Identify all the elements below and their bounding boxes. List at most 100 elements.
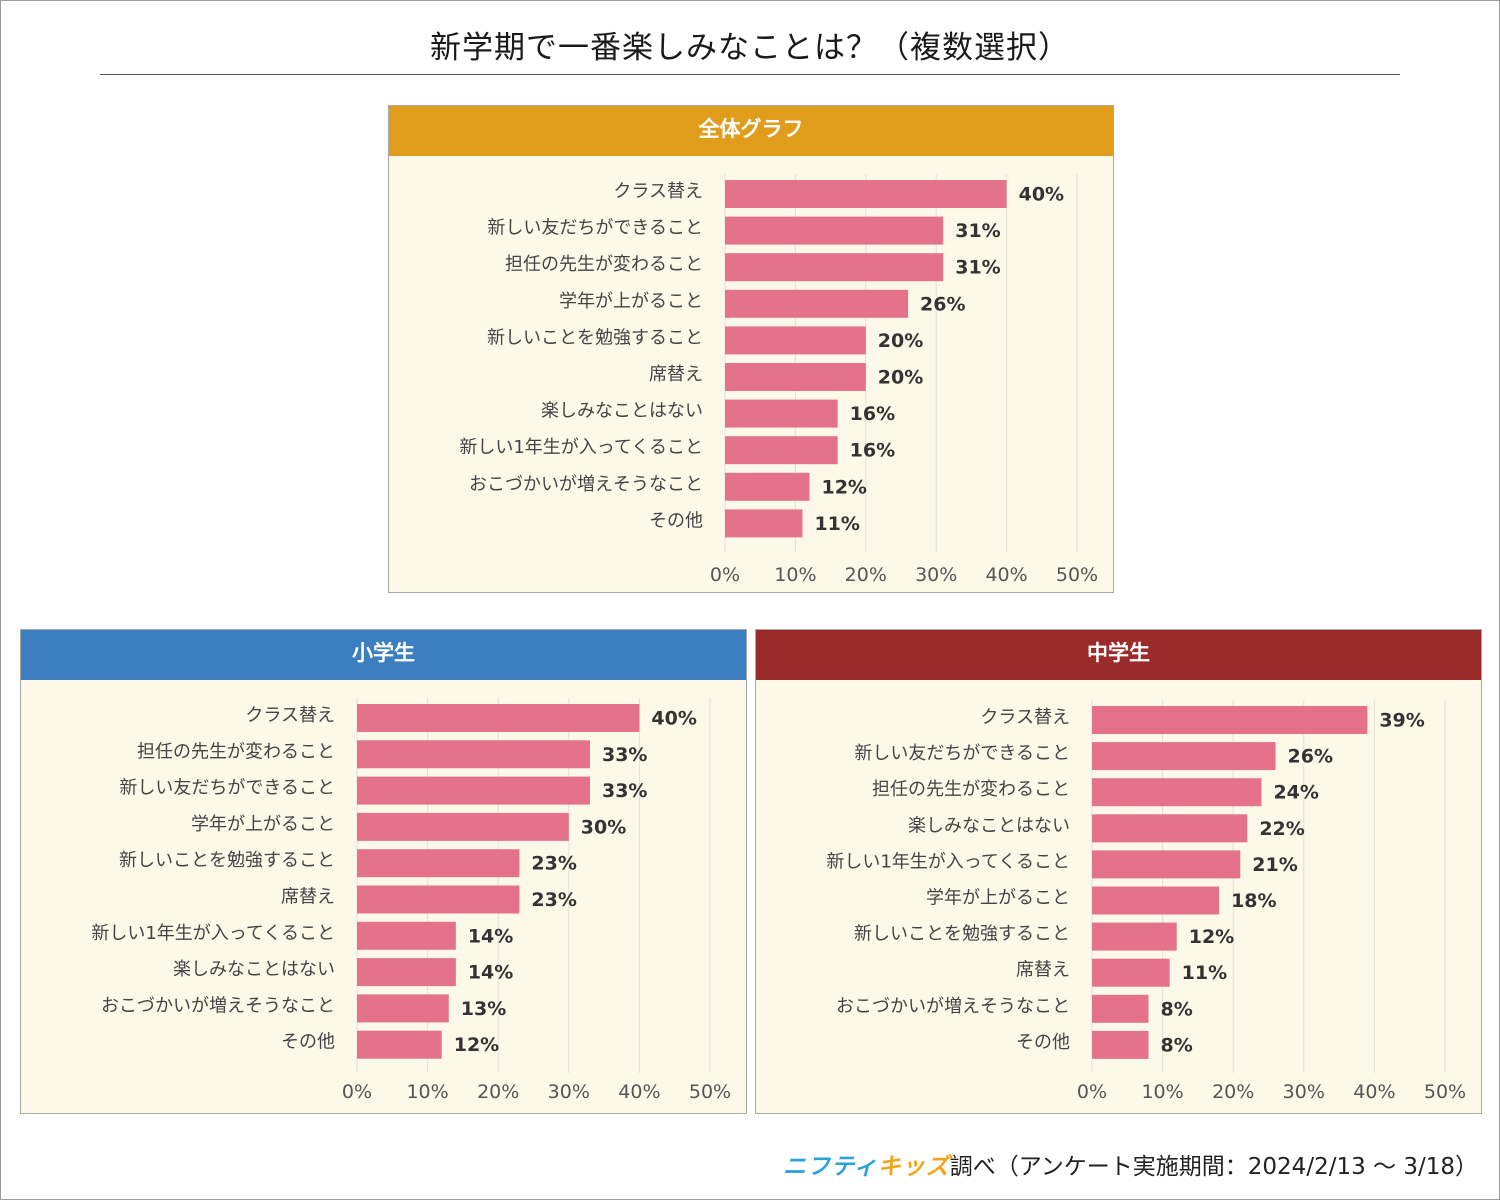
overall-bar-item-1 [725, 180, 1007, 208]
junior-high-category-label: おこづかいが増えそうなこと [836, 996, 1070, 1017]
junior-high-panel-header: 中学生 [756, 630, 1481, 680]
overall-value-label: 20% [878, 367, 923, 389]
junior-high-tick-label: 50% [1424, 1081, 1466, 1103]
elementary-category-label: クラス替え [245, 705, 335, 726]
elementary-category-label: 新しいことを勉強すること [119, 850, 335, 871]
overall-category-label: おこづかいが増えそうなこと [469, 474, 703, 495]
junior-high-category-label: その他 [1016, 1032, 1070, 1053]
junior-high-value-label: 8% [1160, 1034, 1192, 1056]
overall-value-label: 11% [814, 513, 859, 535]
junior-high-bar-item-10 [1092, 1030, 1149, 1059]
elementary-category-label: 新しい1年生が入ってくること [91, 923, 335, 944]
junior-high-bar-item-8 [1092, 958, 1170, 987]
overall-value-label: 40% [1019, 184, 1064, 206]
overall-value-label: 16% [850, 403, 895, 425]
overall-tick-label: 40% [985, 564, 1027, 586]
overall-tick-label: 50% [1056, 564, 1098, 586]
overall-bar-item-10 [725, 509, 803, 538]
junior-high-category-label: 学年が上がること [926, 888, 1070, 909]
overall-bar-item-2 [725, 216, 944, 245]
elementary-value-label: 23% [531, 889, 576, 911]
elementary-value-label: 13% [461, 998, 506, 1020]
elementary-bar-item-6 [357, 885, 520, 914]
junior-high-value-label: 18% [1231, 890, 1276, 912]
overall-bar-item-7 [725, 399, 838, 428]
elementary-bar-item-5 [357, 849, 520, 878]
overall-category-label: 楽しみなことはない [541, 401, 703, 422]
junior-high-category-label: 担任の先生が変わること [872, 779, 1070, 800]
overall-category-label: 席替え [649, 364, 703, 385]
overall-category-label: 新しい1年生が入ってくること [459, 437, 703, 458]
overall-category-label: 新しい友だちができること [487, 218, 703, 239]
junior-high-value-label: 21% [1252, 854, 1297, 876]
junior-high-bar-item-2 [1092, 742, 1276, 771]
junior-high-value-label: 11% [1182, 962, 1227, 984]
overall-tick-label: 20% [845, 564, 887, 586]
junior-high-category-label: クラス替え [980, 707, 1070, 728]
junior-high-value-label: 24% [1273, 782, 1318, 804]
logo-main-text: ニフティ [783, 1154, 878, 1180]
overall-value-label: 20% [878, 330, 923, 352]
junior-high-bar-item-1 [1092, 706, 1368, 734]
overall-value-label: 12% [821, 476, 866, 498]
overall-value-label: 31% [955, 220, 1000, 242]
overall-category-label: クラス替え [613, 181, 703, 202]
overall-category-label: 新しいことを勉強すること [487, 327, 703, 348]
junior-high-value-label: 22% [1259, 818, 1304, 840]
junior-high-value-label: 26% [1288, 746, 1333, 768]
overall-bar-chart: クラス替え 40% 新しい友だちができること 31% 担任の先生が変わること 31% 学年が… [459, 174, 1098, 586]
elementary-tick-label: 10% [406, 1081, 448, 1103]
junior-high-value-label: 39% [1379, 710, 1424, 732]
overall-bar-item-6 [725, 363, 866, 391]
elementary-bar-item-9 [357, 994, 449, 1023]
elementary-tick-label: 30% [548, 1081, 590, 1103]
junior-high-category-label: 新しい友だちができること [854, 743, 1070, 764]
junior-high-bar-item-9 [1092, 994, 1149, 1023]
junior-high-tick-label: 30% [1283, 1081, 1325, 1103]
elementary-tick-label: 0% [342, 1081, 372, 1103]
elementary-bar-item-1 [357, 704, 640, 732]
overall-tick-label: 0% [710, 564, 740, 586]
elementary-value-label: 33% [602, 780, 647, 802]
elementary-value-label: 33% [602, 744, 647, 766]
junior-high-tick-label: 0% [1077, 1081, 1107, 1103]
junior-high-bar-chart: クラス替え 39% 新しい友だちができること 26% 担任の先生が変わること 24% 楽しみ… [826, 700, 1466, 1103]
elementary-tick-label: 20% [477, 1081, 519, 1103]
survey-source-footer: ニフティキッズ調べ（アンケート実施期間：2024/2/13 ～ 3/18） [783, 1147, 1478, 1181]
junior-high-bar-item-6 [1092, 886, 1220, 915]
elementary-category-label: おこづかいが増えそうなこと [101, 995, 335, 1016]
elementary-bar-chart: クラス替え 40% 担任の先生が変わること 33% 新しい友だちができること 33% 学年が… [91, 698, 731, 1103]
elementary-value-label: 40% [651, 708, 696, 730]
junior-high-tick-label: 40% [1353, 1081, 1395, 1103]
elementary-category-label: 担任の先生が変わること [137, 741, 335, 762]
elementary-value-label: 30% [581, 816, 626, 838]
overall-value-label: 26% [920, 293, 965, 315]
junior-high-category-label: 楽しみなことはない [908, 815, 1070, 836]
junior-high-chart-panel: 中学生 クラス替え 39% 新しい友だちができること 26% 担任の先生が変わること 24… [755, 629, 1482, 1114]
overall-category-label: 担任の先生が変わること [505, 254, 703, 275]
junior-high-bar-item-4 [1092, 814, 1248, 843]
elementary-bar-item-2 [357, 740, 590, 769]
elementary-tick-label: 50% [689, 1081, 731, 1103]
junior-high-bar-item-7 [1092, 922, 1177, 951]
junior-high-category-label: 新しいことを勉強すること [854, 924, 1070, 945]
junior-high-category-label: 席替え [1016, 960, 1070, 981]
overall-bar-item-5 [725, 326, 866, 355]
overall-panel-header: 全体グラフ [389, 106, 1113, 156]
overall-tick-label: 30% [915, 564, 957, 586]
overall-category-label: 学年が上がること [559, 291, 703, 312]
elementary-panel-header: 小学生 [21, 630, 746, 680]
overall-value-label: 16% [850, 440, 895, 462]
overall-bar-item-9 [725, 472, 810, 501]
elementary-bar-item-7 [357, 921, 456, 950]
nifty-kids-logo: ニフティキッズ [783, 1154, 950, 1180]
elementary-category-label: 楽しみなことはない [173, 959, 335, 980]
junior-high-value-label: 8% [1160, 998, 1192, 1020]
junior-high-value-label: 12% [1189, 926, 1234, 948]
elementary-category-label: その他 [281, 1032, 335, 1053]
junior-high-tick-label: 10% [1141, 1081, 1183, 1103]
elementary-category-label: 学年が上がること [191, 814, 335, 835]
elementary-chart-panel: 小学生 クラス替え 40% 担任の先生が変わること 33% 新しい友だちができること 33… [20, 629, 747, 1114]
elementary-category-label: 新しい友だちができること [119, 778, 335, 799]
overall-value-label: 31% [955, 257, 1000, 279]
